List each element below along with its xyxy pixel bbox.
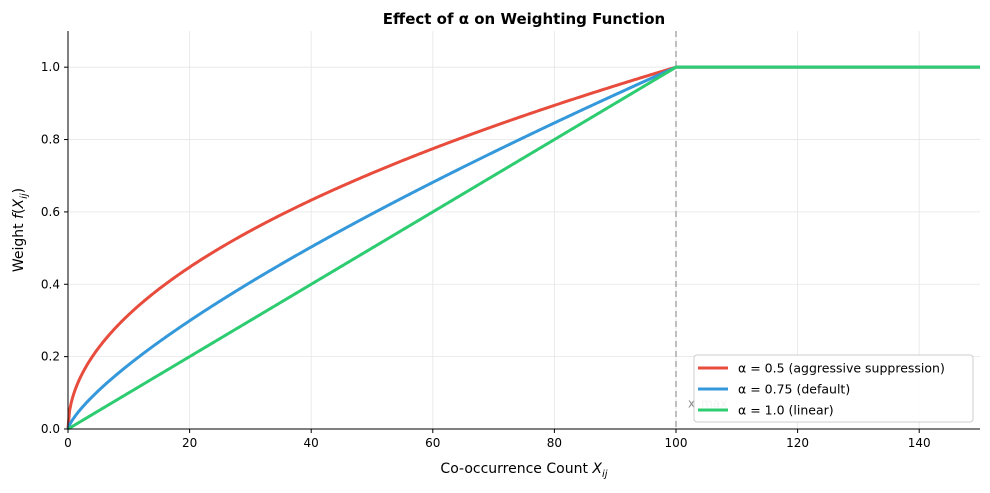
series-line-2 [67,65,980,431]
x-tick-label: 0 [64,436,72,450]
x-axis-label: Co-occurrence Count Xij [440,461,607,480]
legend-label-2: α = 1.0 (linear) [738,403,834,418]
y-tick-label: 1.0 [41,60,60,74]
x-tick-label: 100 [665,436,688,450]
x-tick-label: 20 [182,436,197,450]
y-tick-label: 0.8 [41,133,60,147]
legend-label-0: α = 0.5 (aggressive suppression) [738,361,945,376]
x-tick-label: 120 [786,436,809,450]
x-tick-label: 40 [304,436,319,450]
x-tick-label: 80 [547,436,562,450]
y-tick-label: 0.2 [41,350,60,364]
y-tick-label: 0.0 [41,422,60,436]
chart-title: Effect of α on Weighting Function [383,10,665,28]
legend-label-1: α = 0.75 (default) [738,382,850,397]
x-tick-label: 140 [908,436,931,450]
y-axis-label: Weight f(Xij) [11,188,30,272]
legend [693,354,974,423]
y-tick-label: 0.6 [41,205,60,219]
y-tick-label: 0.4 [41,277,60,291]
x-tick-label: 60 [425,436,440,450]
